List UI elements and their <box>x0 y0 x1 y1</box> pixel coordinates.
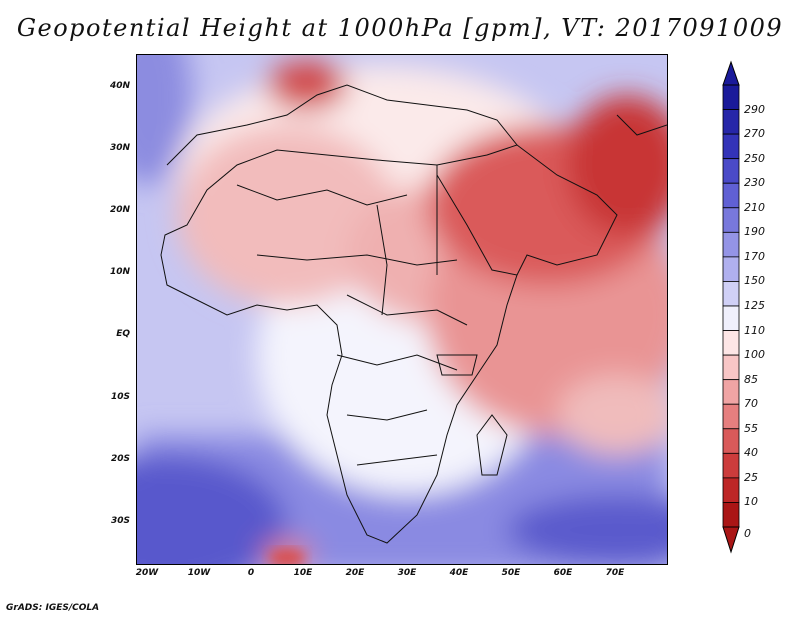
height-field-map <box>137 55 667 564</box>
colorbar-cell <box>722 256 740 282</box>
colorbar-cell <box>722 281 740 307</box>
colorbar-tick-label: 170 <box>744 249 765 263</box>
colorbar-cell <box>722 133 740 160</box>
colorbar-cell <box>722 428 740 454</box>
colorbar-tick-label: 230 <box>744 176 765 190</box>
lat-label-20s: 20S <box>110 454 130 464</box>
lon-label-60e: 60E <box>553 568 573 578</box>
colorbar-cell <box>722 305 740 331</box>
lon-label-70e: 70E <box>605 568 625 578</box>
colorbar-top-arrow <box>722 60 740 86</box>
lon-label-40e: 40E <box>449 568 469 578</box>
colorbar-tick-label: 270 <box>744 127 765 141</box>
colorbar-tick-label: 25 <box>744 470 758 484</box>
lat-label-eq: EQ <box>116 329 130 339</box>
colorbar-cell <box>722 158 740 184</box>
colorbar-tick-label: 40 <box>744 446 758 460</box>
colorbar-cell <box>722 379 740 405</box>
lat-label-10s: 10S <box>110 392 130 402</box>
height-contours <box>137 55 667 564</box>
colorbar-bottom-arrow <box>722 526 740 554</box>
colorbar-tick-label: 10 <box>744 495 758 509</box>
lon-label-20e: 20E <box>345 568 365 578</box>
credit-text: GrADS: IGES/COLA <box>6 603 100 613</box>
lat-label-30n: 30N <box>109 143 130 153</box>
lon-label-0: 0 <box>247 568 255 578</box>
colorbar-cell <box>722 403 740 430</box>
lon-label-10w: 10W <box>187 568 211 578</box>
colorbar-cell <box>722 109 740 135</box>
lat-label-10n: 10N <box>109 267 130 277</box>
colorbar-cell <box>722 330 740 356</box>
colorbar-tick-label: 210 <box>744 200 765 214</box>
colorbar-tick-label: 150 <box>744 274 765 288</box>
colorbar-tick-label: 70 <box>744 397 758 411</box>
colorbar-cell <box>722 182 740 209</box>
lat-label-40n: 40N <box>109 81 130 91</box>
colorbar-cell <box>722 207 740 233</box>
coastlines <box>160 84 667 544</box>
lon-label-10e: 10E <box>293 568 313 578</box>
colorbar-cell <box>722 452 740 479</box>
colorbar-tick-label: 55 <box>744 421 758 435</box>
colorbar-tick-label: 290 <box>744 102 765 116</box>
colorbar-cell <box>722 84 740 110</box>
chart-title: Geopotential Height at 1000hPa [gpm], VT… <box>16 14 784 42</box>
colorbar-tick-label: 110 <box>744 323 765 337</box>
lon-label-20w: 20W <box>135 568 159 578</box>
colorbar-cells <box>722 84 740 528</box>
colorbar-tick-label: 125 <box>744 299 765 312</box>
lon-label-30e: 30E <box>397 568 417 578</box>
lat-label-30s: 30S <box>110 516 130 526</box>
colorbar-tick-label: 85 <box>744 372 758 386</box>
colorbar-tick-label: 190 <box>744 225 765 239</box>
map-panel <box>136 54 668 565</box>
colorbar-cell <box>722 477 740 503</box>
colorbar-cell <box>722 231 740 258</box>
colorbar <box>722 60 740 554</box>
colorbar-tick-label: 250 <box>744 151 765 165</box>
lat-label-20n: 20N <box>109 205 130 215</box>
colorbar-tick-label: 100 <box>744 348 765 362</box>
colorbar-tick-label: 0 <box>744 527 751 540</box>
colorbar-cell <box>722 354 740 381</box>
colorbar-cell <box>722 502 740 528</box>
lon-label-50e: 50E <box>501 568 521 578</box>
